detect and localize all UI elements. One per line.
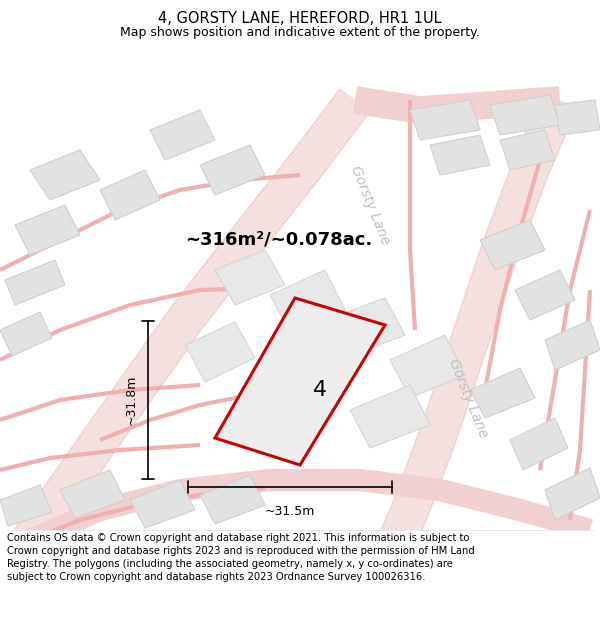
Polygon shape (515, 270, 575, 320)
Text: Map shows position and indicative extent of the property.: Map shows position and indicative extent… (120, 26, 480, 39)
Polygon shape (255, 355, 330, 415)
Polygon shape (5, 260, 65, 305)
Polygon shape (0, 312, 52, 356)
Polygon shape (200, 475, 265, 524)
Polygon shape (100, 170, 160, 220)
Polygon shape (410, 100, 480, 140)
Text: 4: 4 (313, 380, 327, 400)
Polygon shape (15, 205, 80, 255)
Text: Gorsty Lane: Gorsty Lane (446, 356, 490, 439)
Text: ~316m²/~0.078ac.: ~316m²/~0.078ac. (185, 231, 372, 249)
Polygon shape (490, 95, 560, 135)
Polygon shape (545, 468, 600, 520)
Polygon shape (350, 385, 430, 448)
Text: 4, GORSTY LANE, HEREFORD, HR1 1UL: 4, GORSTY LANE, HEREFORD, HR1 1UL (158, 11, 442, 26)
Polygon shape (60, 470, 125, 518)
Polygon shape (0, 485, 52, 526)
Text: Gorsty Lane: Gorsty Lane (348, 164, 392, 246)
Polygon shape (500, 130, 555, 170)
Polygon shape (430, 135, 490, 175)
Polygon shape (555, 100, 600, 135)
Polygon shape (185, 322, 255, 382)
Polygon shape (215, 250, 285, 305)
Polygon shape (270, 270, 345, 332)
Polygon shape (150, 110, 215, 160)
Polygon shape (130, 480, 195, 528)
Text: ~31.5m: ~31.5m (265, 505, 315, 518)
Text: Contains OS data © Crown copyright and database right 2021. This information is : Contains OS data © Crown copyright and d… (7, 533, 475, 582)
Polygon shape (390, 335, 465, 398)
Polygon shape (30, 150, 100, 200)
Polygon shape (470, 368, 535, 418)
Polygon shape (325, 298, 405, 358)
Text: ~31.8m: ~31.8m (125, 375, 138, 425)
Polygon shape (200, 145, 265, 195)
Polygon shape (510, 418, 568, 470)
Polygon shape (480, 220, 545, 270)
Polygon shape (545, 320, 600, 370)
Polygon shape (215, 298, 385, 465)
